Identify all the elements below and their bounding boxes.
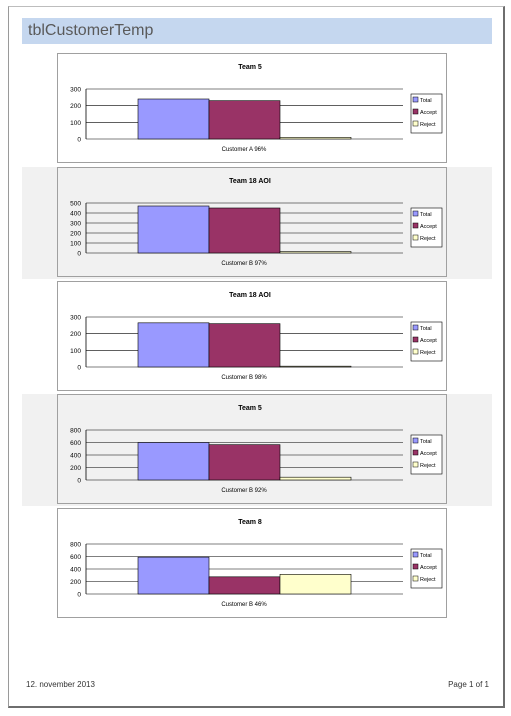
y-tick-label: 0 <box>77 137 81 144</box>
y-tick-label: 200 <box>70 465 81 472</box>
chart-frame-1: Team 5 0 100 200 300 Customer A 96% Total Accep… <box>57 53 447 163</box>
y-tick-label: 400 <box>70 567 81 574</box>
legend-label-total: Total <box>420 553 432 559</box>
y-tick-label: 300 <box>70 221 81 228</box>
chart-band-2: Team 18 AOI 0 100 200 300 400 500 Customer B 97… <box>22 167 492 279</box>
legend-swatch-reject <box>412 461 419 468</box>
legend-label-total: Total <box>420 326 432 332</box>
legend-swatch-reject <box>412 234 419 241</box>
y-tick-label: 200 <box>70 103 81 110</box>
y-tick-label: 200 <box>70 331 81 338</box>
chart-band-3: Team 18 AOI 0 100 200 300 Customer B 98% Total… <box>22 281 492 393</box>
x-axis-label: Customer B 92% <box>221 488 267 494</box>
bar-chart-2: Team 18 AOI 0 100 200 300 400 500 Customer B 97… <box>70 178 443 267</box>
chart-title: Team 5 <box>238 405 262 412</box>
bar-reject <box>279 476 352 481</box>
legend-swatch-reject <box>412 120 419 127</box>
legend-swatch-accept <box>412 108 419 115</box>
chart-frame-4: Team 5 0 200 400 600 800 Customer B 92% Total Ac… <box>57 394 447 504</box>
y-tick-label: 100 <box>70 348 81 355</box>
legend-label-reject: Reject <box>420 463 436 469</box>
y-tick-label: 300 <box>70 87 81 94</box>
chart-frame-5: Team 8 0 200 400 600 800 Customer B 46% Total Ac… <box>57 508 447 618</box>
legend-swatch-reject <box>412 575 419 582</box>
x-axis-label: Customer B 46% <box>221 602 267 608</box>
legend-swatch-total <box>412 551 419 558</box>
bar-total <box>137 556 210 595</box>
y-tick-label: 100 <box>70 241 81 248</box>
legend-swatch-total <box>412 324 419 331</box>
bar-reject <box>279 137 352 140</box>
legend-swatch-total <box>412 96 419 103</box>
legend-label-accept: Accept <box>420 565 437 571</box>
y-tick-label: 200 <box>70 579 81 586</box>
legend-label-reject: Reject <box>420 577 436 583</box>
y-tick-label: 100 <box>70 120 81 127</box>
bar-accept <box>208 323 281 368</box>
legend-label-accept: Accept <box>420 224 437 230</box>
legend-label-reject: Reject <box>420 350 436 356</box>
legend-label-total: Total <box>420 212 432 218</box>
y-tick-label: 300 <box>70 315 81 322</box>
footer-date: 12. november 2013 <box>26 680 95 689</box>
legend-swatch-total <box>412 437 419 444</box>
bar-total <box>137 205 210 254</box>
bar-chart-4: Team 5 0 200 400 600 800 Customer B 92% Total Ac… <box>70 405 443 494</box>
y-tick-label: 400 <box>70 453 81 460</box>
chart-title: Team 8 <box>238 519 262 526</box>
y-tick-label: 500 <box>70 201 81 208</box>
y-tick-label: 800 <box>70 542 81 549</box>
y-tick-label: 600 <box>70 554 81 561</box>
chart-title: Team 18 AOI <box>229 292 271 299</box>
chart-band-4: Team 5 0 200 400 600 800 Customer B 92% Total Ac… <box>22 394 492 506</box>
legend-swatch-accept <box>412 563 419 570</box>
bar-chart-3: Team 18 AOI 0 100 200 300 Customer B 98% Total… <box>70 292 443 381</box>
bar-chart-1: Team 5 0 100 200 300 Customer A 96% Total Accep… <box>70 64 443 153</box>
bar-chart-5: Team 8 0 200 400 600 800 Customer B 46% Total Ac… <box>70 519 443 608</box>
legend-label-accept: Accept <box>420 451 437 457</box>
x-axis-label: Customer B 97% <box>221 261 267 267</box>
legend-swatch-reject <box>412 348 419 355</box>
y-tick-label: 0 <box>77 478 81 485</box>
x-axis-label: Customer B 98% <box>221 375 267 381</box>
y-tick-label: 0 <box>77 365 81 372</box>
bar-accept <box>208 576 281 595</box>
legend-swatch-accept <box>412 222 419 229</box>
bar-total <box>137 442 210 481</box>
chart-title: Team 5 <box>238 64 262 71</box>
bar-reject <box>279 365 352 368</box>
bar-accept <box>208 207 281 254</box>
legend-label-accept: Accept <box>420 338 437 344</box>
bar-total <box>137 98 210 140</box>
y-tick-label: 0 <box>77 251 81 258</box>
legend-swatch-accept <box>412 449 419 456</box>
legend-swatch-total <box>412 210 419 217</box>
legend-label-reject: Reject <box>420 122 436 128</box>
bar-accept <box>208 444 281 481</box>
legend-label-total: Total <box>420 98 432 104</box>
bar-total <box>137 322 210 368</box>
chart-frame-2: Team 18 AOI 0 100 200 300 400 500 Customer B 97… <box>57 167 447 277</box>
y-tick-label: 0 <box>77 592 81 599</box>
y-tick-label: 200 <box>70 231 81 238</box>
legend-swatch-accept <box>412 336 419 343</box>
bar-accept <box>208 100 281 140</box>
chart-band-1: Team 5 0 100 200 300 Customer A 96% Total Accep… <box>22 53 492 165</box>
bar-reject <box>279 574 352 595</box>
x-axis-label: Customer A 96% <box>222 147 267 153</box>
chart-band-5: Team 8 0 200 400 600 800 Customer B 46% Total Ac… <box>22 508 492 620</box>
legend-label-reject: Reject <box>420 236 436 242</box>
y-tick-label: 600 <box>70 440 81 447</box>
bar-reject <box>279 251 352 254</box>
legend-label-total: Total <box>420 439 432 445</box>
chart-title: Team 18 AOI <box>229 178 271 185</box>
legend-label-accept: Accept <box>420 110 437 116</box>
report-title: tblCustomerTemp <box>22 18 492 44</box>
footer-page-number: Page 1 of 1 <box>448 680 489 689</box>
y-tick-label: 400 <box>70 211 81 218</box>
chart-frame-3: Team 18 AOI 0 100 200 300 Customer B 98% Total… <box>57 281 447 391</box>
y-tick-label: 800 <box>70 428 81 435</box>
